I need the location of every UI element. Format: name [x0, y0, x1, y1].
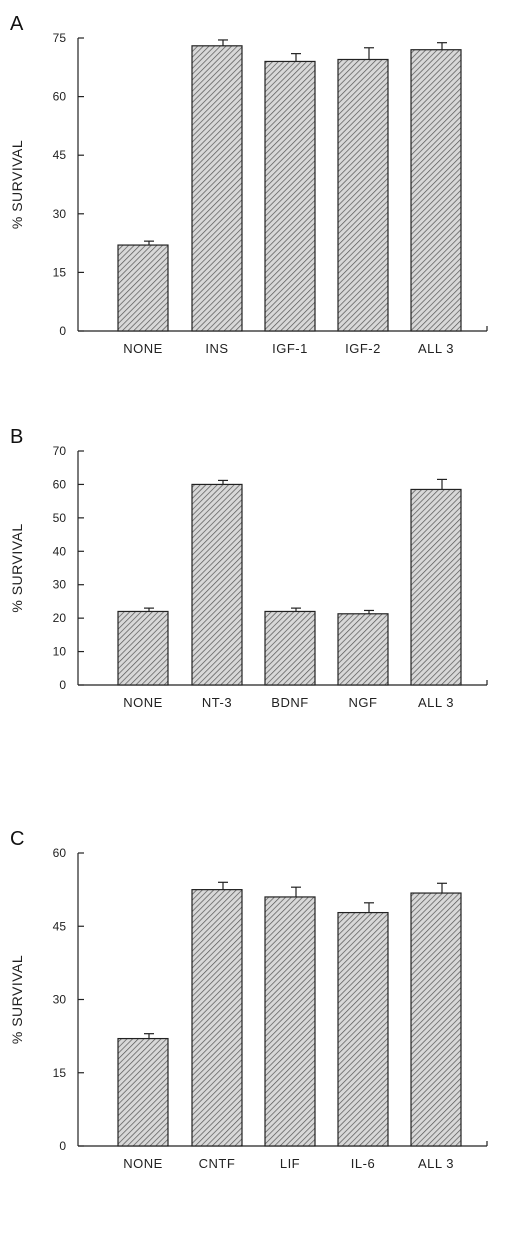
y-tick-label: 40	[53, 544, 67, 558]
x-category-label: NT-3	[202, 695, 232, 710]
bar-none	[117, 610, 169, 686]
bar-ins	[191, 45, 243, 332]
x-category-label: NONE	[123, 695, 163, 710]
bar-all-3	[410, 49, 462, 332]
bar-none	[117, 244, 169, 332]
y-tick-label: 60	[53, 477, 67, 491]
y-tick-label: 15	[53, 1066, 67, 1080]
panel-letter: B	[10, 426, 23, 448]
bar-nt-3	[191, 483, 243, 686]
bar-all-3	[410, 488, 462, 686]
y-tick-label: 30	[53, 993, 67, 1007]
panel-letter: A	[10, 13, 24, 35]
y-tick-label: 30	[53, 207, 67, 221]
x-category-label: IGF-1	[272, 341, 308, 356]
y-tick-label: 60	[53, 846, 67, 860]
chart-panel-a: A % SURVIVAL 0 15 30 45 60 75 NONE INS IGF-1 IGF-2 A…	[9, 13, 488, 356]
bar-none	[117, 1037, 169, 1147]
x-category-label: NONE	[123, 341, 163, 356]
y-axis-label: % SURVIVAL	[9, 523, 25, 612]
x-category-label: NONE	[123, 1156, 163, 1171]
bar-bdnf	[264, 610, 316, 686]
bar-lif	[264, 896, 316, 1147]
bar-ngf	[337, 613, 389, 686]
x-category-label: NGF	[349, 695, 378, 710]
x-category-label: INS	[205, 341, 228, 356]
chart-panel-c: C % SURVIVAL 0 15 30 45 60 NONE CNTF LIF IL-6 ALL 3	[9, 828, 488, 1171]
panel-letter: C	[10, 828, 24, 850]
y-tick-label: 0	[59, 324, 66, 338]
x-category-label: ALL 3	[418, 341, 454, 356]
y-tick-label: 10	[53, 645, 67, 659]
y-tick-label: 50	[53, 511, 67, 525]
bar-igf-2	[337, 58, 389, 332]
y-axis-label: % SURVIVAL	[9, 140, 25, 229]
y-tick-label: 30	[53, 578, 67, 592]
x-category-label: CNTF	[199, 1156, 236, 1171]
x-category-label: ALL 3	[418, 695, 454, 710]
bar-igf-1	[264, 60, 316, 332]
y-tick-label: 70	[53, 444, 67, 458]
y-tick-label: 15	[53, 265, 67, 279]
y-tick-label: 0	[59, 1139, 66, 1153]
bar-all-3	[410, 892, 462, 1147]
bar-il-6	[337, 911, 389, 1147]
y-tick-label: 60	[53, 90, 67, 104]
x-category-label: IL-6	[351, 1156, 375, 1171]
x-category-label: BDNF	[271, 695, 308, 710]
chart-panel-b: B % SURVIVAL 0 10 20 30 40 50 60 70 NONE NT-3 BDNF NG…	[9, 426, 488, 710]
y-tick-label: 45	[53, 919, 67, 933]
x-category-label: IGF-2	[345, 341, 381, 356]
y-tick-label: 75	[53, 31, 67, 45]
x-category-label: ALL 3	[418, 1156, 454, 1171]
y-axis-label: % SURVIVAL	[9, 955, 25, 1044]
x-category-label: LIF	[280, 1156, 300, 1171]
bar-cntf	[191, 889, 243, 1147]
y-tick-label: 0	[59, 678, 66, 692]
y-tick-label: 20	[53, 611, 67, 625]
y-tick-label: 45	[53, 148, 67, 162]
